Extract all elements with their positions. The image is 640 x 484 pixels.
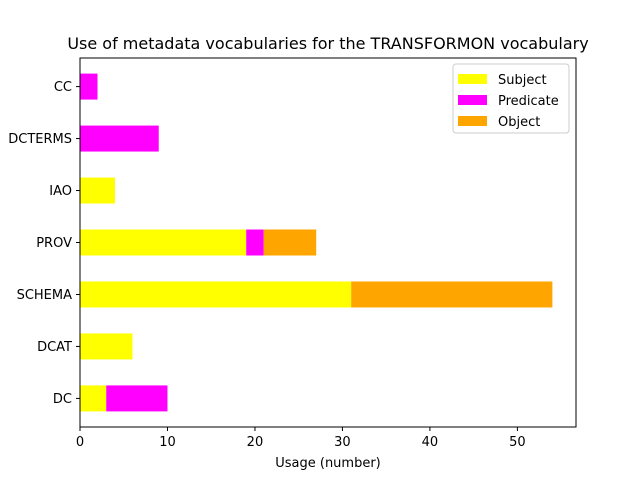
y-tick-label: DC [53,392,72,407]
bar-dcat-subject [80,333,133,360]
y-tick-label: SCHEMA [17,288,73,303]
legend-swatch-subject [458,74,487,84]
x-tick-label: 40 [422,435,439,450]
legend-label-object: Object [498,115,540,130]
legend-swatch-object [458,116,487,126]
x-tick-label: 20 [247,435,264,450]
x-tick-label: 50 [509,435,526,450]
x-axis-label: Usage (number) [275,456,381,471]
x-tick-label: 30 [334,435,351,450]
legend-label-subject: Subject [498,73,547,88]
bar-dcterms-predicate [80,125,159,152]
legend: Subject Predicate Object [452,63,570,134]
bar-prov-predicate [246,229,264,256]
x-axis: 0 10 20 30 40 50 [76,427,526,450]
bars-layer [80,73,553,412]
bar-prov-subject [80,229,247,256]
x-tick-label: 0 [76,435,84,450]
bar-dc-subject [80,385,107,412]
y-tick-label: IAO [49,184,72,199]
bar-cc-predicate [80,73,98,100]
bar-dc-predicate [106,385,168,412]
x-tick-label: 10 [159,435,176,450]
y-axis: DC DCAT SCHEMA PROV IAO DCTERMS CC [8,80,80,407]
y-tick-label: CC [54,80,72,95]
chart-title: Use of metadata vocabularies for the TRA… [67,34,588,53]
bar-prov-object [263,229,317,256]
bar-schema-object [351,281,553,308]
legend-label-predicate: Predicate [498,94,559,109]
legend-swatch-predicate [458,95,487,105]
bar-iao-subject [80,177,115,204]
y-tick-label: DCTERMS [8,132,72,147]
bar-schema-subject [80,281,352,308]
y-tick-label: DCAT [37,340,72,355]
y-tick-label: PROV [36,236,72,251]
